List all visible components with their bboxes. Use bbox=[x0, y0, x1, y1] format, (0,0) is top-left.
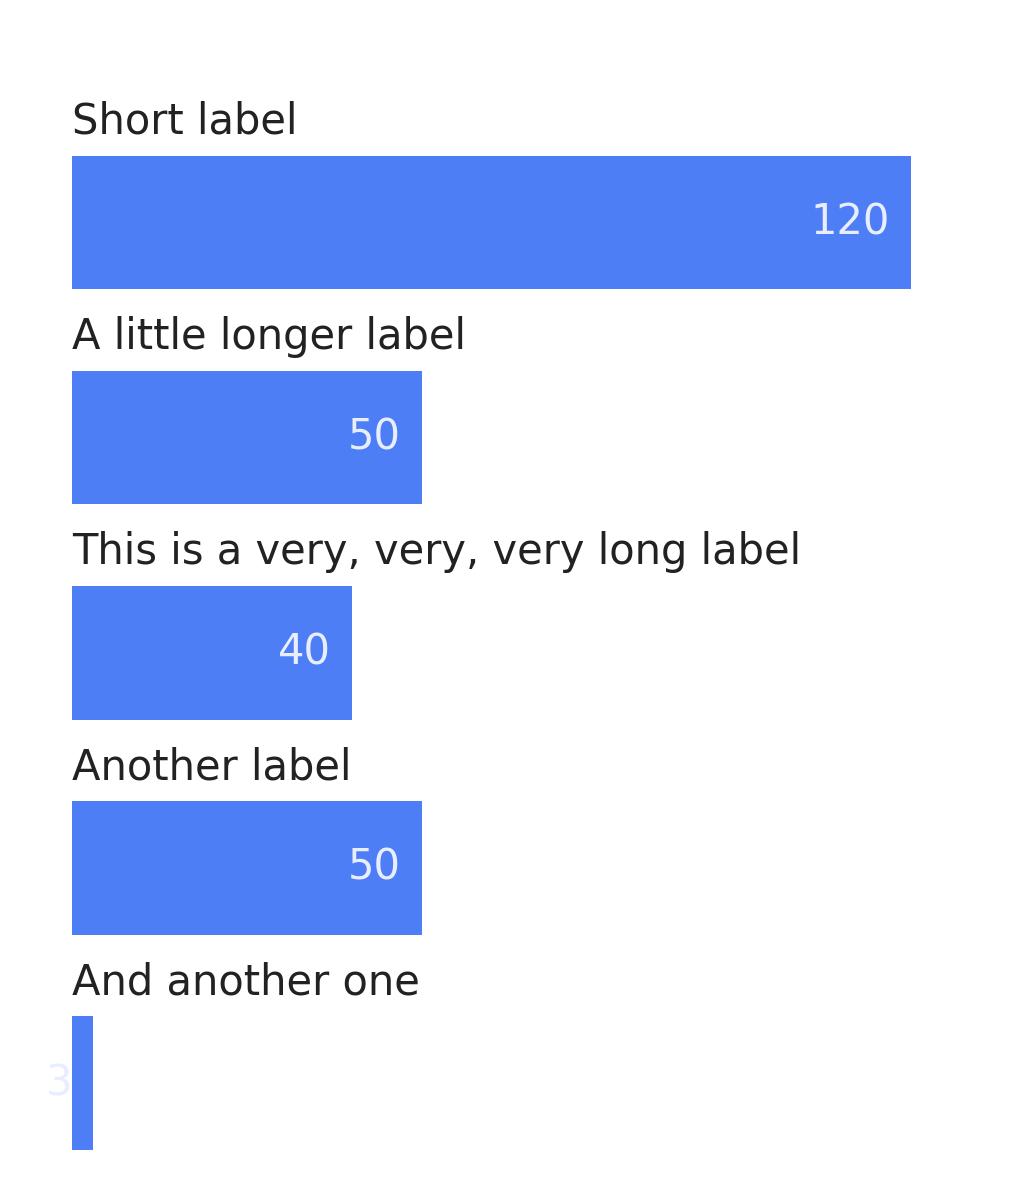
Bar bbox=[72, 371, 421, 505]
Text: 50: 50 bbox=[348, 417, 400, 459]
Bar bbox=[72, 586, 352, 720]
Text: 3: 3 bbox=[45, 1063, 72, 1104]
Text: 120: 120 bbox=[810, 202, 890, 243]
Text: Short label: Short label bbox=[72, 100, 298, 143]
Text: A little longer label: A little longer label bbox=[72, 316, 466, 358]
Bar bbox=[72, 1017, 93, 1150]
Bar bbox=[72, 801, 421, 935]
Text: Another label: Another label bbox=[72, 746, 352, 788]
Text: And another one: And another one bbox=[72, 961, 420, 1004]
Bar bbox=[72, 156, 910, 290]
Text: 50: 50 bbox=[348, 847, 400, 889]
Text: This is a very, very, very long label: This is a very, very, very long label bbox=[72, 531, 802, 573]
Text: 40: 40 bbox=[278, 632, 330, 674]
